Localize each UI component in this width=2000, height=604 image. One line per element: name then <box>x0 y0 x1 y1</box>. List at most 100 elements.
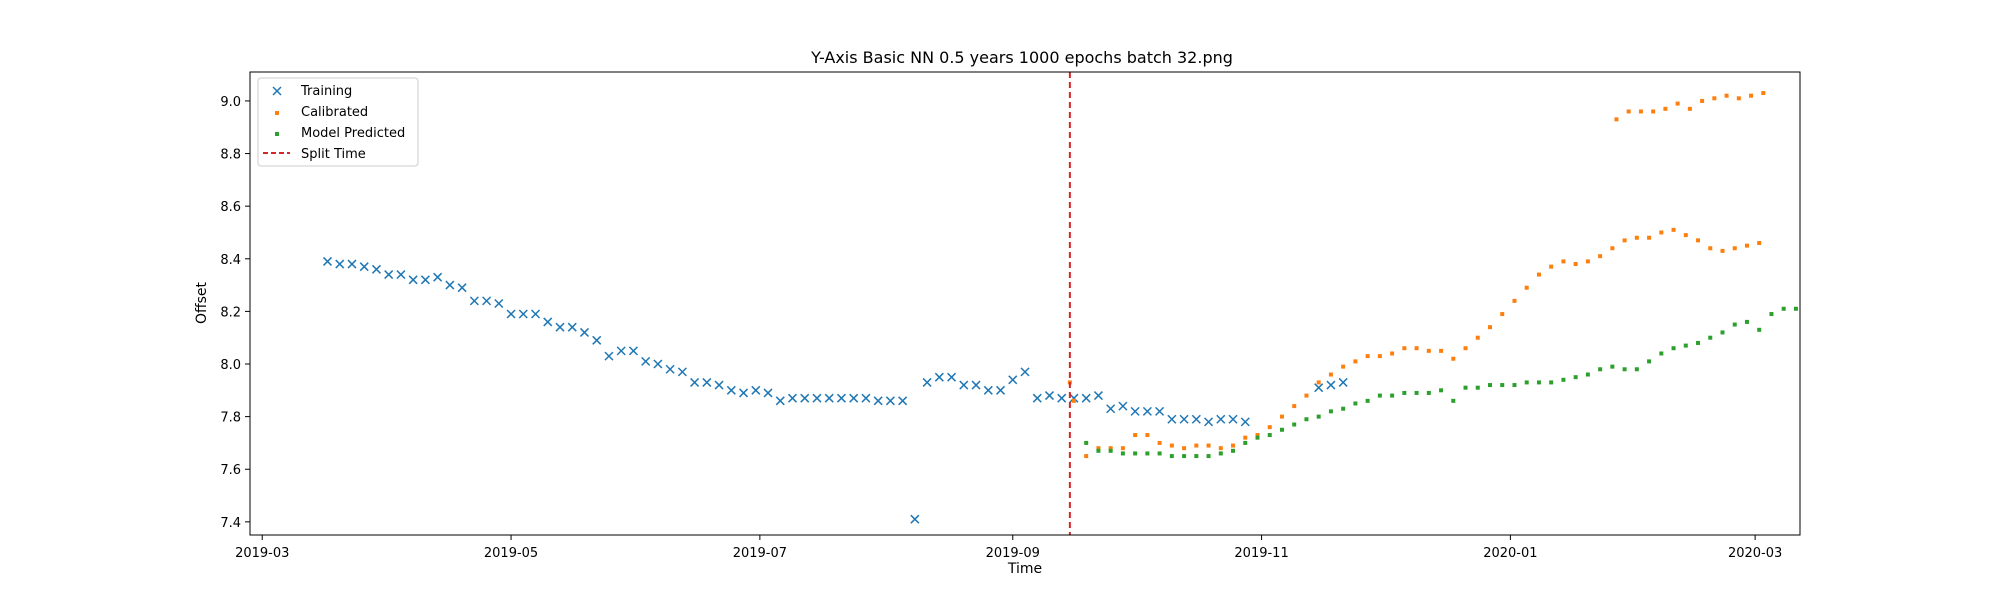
data-point <box>1106 404 1116 414</box>
data-point <box>1044 391 1055 401</box>
data-point <box>800 393 810 403</box>
data-point <box>1732 322 1737 327</box>
chart-title: Y-Axis Basic NN 0.5 years 1000 epochs ba… <box>810 48 1233 67</box>
data-point <box>1426 348 1431 353</box>
data-point <box>1414 346 1419 351</box>
data-point <box>763 388 773 398</box>
data-point <box>1614 117 1619 122</box>
data-point <box>1365 354 1370 359</box>
data-point <box>1749 93 1754 98</box>
data-point <box>1781 306 1786 311</box>
data-point <box>861 393 871 403</box>
data-point <box>1757 327 1762 332</box>
data-point <box>1231 443 1236 448</box>
data-point <box>1191 414 1201 424</box>
data-point <box>1769 312 1774 317</box>
data-point <box>1341 364 1346 369</box>
x-tick-label: 2020-01 <box>1483 546 1537 561</box>
data-point <box>1402 390 1407 395</box>
data-point <box>1761 91 1766 96</box>
data-point <box>494 298 504 309</box>
x-tick-label: 2019-09 <box>986 546 1040 561</box>
data-point <box>1304 393 1309 398</box>
legend-label-split-time: Split Time <box>301 147 366 162</box>
data-point <box>849 393 859 403</box>
data-point <box>1084 440 1089 445</box>
data-point <box>555 322 565 332</box>
data-point <box>592 335 602 345</box>
data-point <box>714 380 724 390</box>
data-point <box>457 283 467 293</box>
data-point <box>1720 330 1725 335</box>
data-point <box>1255 433 1260 438</box>
data-point <box>1598 367 1603 372</box>
data-point <box>1536 272 1541 277</box>
data-point <box>1182 454 1187 459</box>
data-point <box>1218 446 1223 451</box>
data-point <box>1708 335 1713 340</box>
data-point <box>1500 383 1505 388</box>
series-training <box>322 256 1348 524</box>
x-axis-ticks: 2019-03 2019-05 2019-07 2019-09 2019-11 2020-… <box>235 535 1782 561</box>
y-tick-label: 8.2 <box>220 305 241 320</box>
data-point <box>702 377 712 387</box>
data-point <box>567 322 577 332</box>
data-point <box>995 385 1006 395</box>
data-point <box>579 327 590 337</box>
data-point <box>1463 385 1468 390</box>
data-point <box>1610 364 1615 369</box>
data-point <box>971 380 981 390</box>
data-point <box>1683 343 1688 348</box>
data-point <box>947 372 957 382</box>
data-point <box>1167 414 1177 424</box>
data-point <box>1267 433 1272 438</box>
data-point <box>1757 240 1762 245</box>
data-point <box>1651 109 1656 114</box>
data-point <box>1130 406 1140 416</box>
data-point <box>1475 385 1480 390</box>
data-point <box>616 346 626 356</box>
data-point <box>1687 106 1692 111</box>
data-point <box>506 309 516 319</box>
data-point <box>1708 246 1713 251</box>
legend-box <box>257 77 419 167</box>
data-point <box>1243 435 1248 440</box>
data-point <box>812 393 822 403</box>
data-point <box>1439 388 1444 393</box>
data-point <box>739 388 749 398</box>
legend-marker-training <box>272 86 282 96</box>
data-point <box>1267 425 1272 430</box>
data-point <box>1231 448 1236 453</box>
data-point <box>1255 435 1260 440</box>
data-point <box>1353 359 1358 364</box>
data-point <box>1145 433 1150 438</box>
data-point <box>1463 346 1468 351</box>
data-point <box>1671 227 1676 232</box>
data-point <box>1353 401 1358 406</box>
data-point <box>1488 383 1492 388</box>
data-point <box>1093 391 1103 401</box>
data-point <box>1744 319 1749 324</box>
data-point <box>1696 238 1701 243</box>
data-point <box>518 309 528 319</box>
data-point <box>1157 440 1162 445</box>
data-point <box>469 296 479 306</box>
data-point <box>726 385 736 395</box>
data-point <box>1326 380 1336 390</box>
legend-label-training: Training <box>300 84 352 99</box>
data-point <box>983 385 993 395</box>
data-point <box>1512 298 1517 303</box>
data-point <box>335 259 345 269</box>
data-point <box>543 317 553 327</box>
data-point <box>898 396 908 406</box>
data-point <box>371 264 381 274</box>
legend: Training Calibrated Model Predicted Spli… <box>257 77 419 167</box>
y-tick-label: 8.8 <box>220 148 241 163</box>
x-tick-label: 2019-11 <box>1234 546 1288 561</box>
data-point <box>1204 417 1214 427</box>
data-point <box>1243 440 1248 445</box>
data-point <box>1218 451 1223 456</box>
legend-label-predicted: Model Predicted <box>301 126 405 141</box>
data-point <box>1328 372 1333 377</box>
series-predicted <box>1084 306 1798 459</box>
